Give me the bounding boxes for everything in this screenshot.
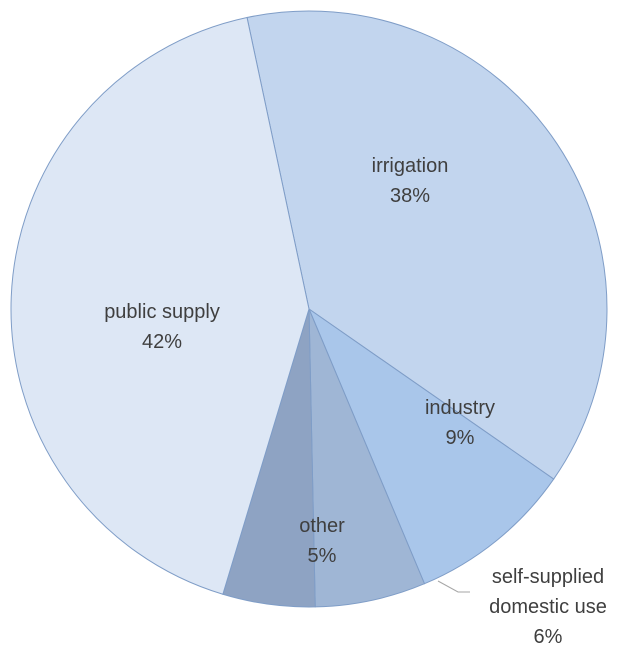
- slices-layer: [10, 10, 608, 608]
- labels-layer: irrigation 38% industry 9% self-supplied dome…: [104, 155, 607, 648]
- leader-line-self-supplied-domestic-use: [437, 580, 470, 593]
- slice-value-label: 5%: [308, 545, 337, 567]
- slice-name-label: public supply: [104, 301, 220, 323]
- slice-name-label: self-supplied: [492, 566, 604, 588]
- slice-value-label: 38%: [390, 185, 430, 207]
- slice-label-self-supplied-domestic-use: self-supplied domestic use 6%: [489, 566, 607, 648]
- slice-value-label: 9%: [446, 427, 475, 449]
- slice-label-public-supply: public supply 42%: [104, 301, 220, 353]
- slice-value-label: 42%: [142, 331, 182, 353]
- pie-slice-industry: [307, 307, 555, 585]
- slice-name-label: other: [299, 515, 345, 537]
- pie-slice-public-supply: [10, 16, 310, 595]
- slice-name-label: irrigation: [372, 155, 449, 177]
- pie-slice-irrigation: [246, 10, 608, 480]
- slice-name-label: domestic use: [489, 596, 607, 618]
- slice-value-label: 6%: [534, 626, 563, 648]
- slice-label-industry: industry 9%: [425, 397, 495, 449]
- slice-name-label: industry: [425, 397, 495, 419]
- slice-label-irrigation: irrigation 38%: [372, 155, 449, 207]
- slice-label-other: other 5%: [299, 515, 345, 567]
